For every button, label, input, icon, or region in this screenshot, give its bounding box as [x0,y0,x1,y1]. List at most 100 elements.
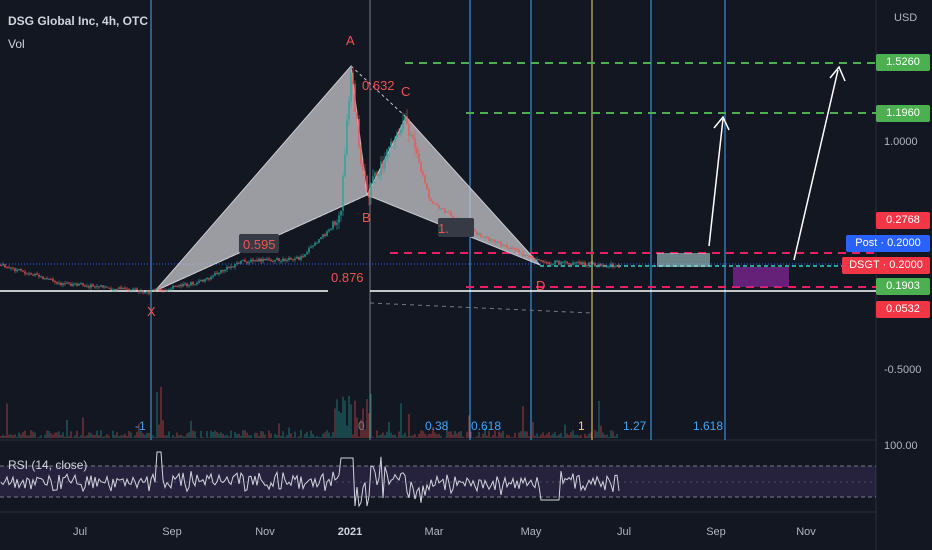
candle-body [208,277,210,280]
volume-bar [284,437,286,438]
candle-body [282,258,284,261]
candle-body [342,176,344,211]
ratio-box-xb [239,234,279,253]
candle-body [160,289,162,291]
candle-body [508,247,510,250]
candle-body [126,288,128,290]
volume-bar [192,430,194,438]
volume-bar [538,436,540,438]
candle-body [482,236,484,238]
price-tag-0532[interactable]: 0.0532 [876,301,930,318]
candle-body [344,154,346,177]
candle-body [444,208,446,213]
candle-body [578,261,580,263]
volume-bar [262,431,264,438]
time-tick: Jul [72,526,88,538]
volume-bar [578,435,580,438]
volume-bar [214,430,216,438]
volume-bar [318,436,320,438]
volume-bar [32,431,34,438]
candle-body [474,229,476,232]
candle-body [220,270,222,273]
candle-body [112,289,114,291]
candle-body [566,261,568,264]
price-tag-dsgt[interactable]: DSGT · 0.2000 [842,257,930,274]
volume-bar [194,431,196,438]
volume-bar [228,436,230,438]
rsi-label[interactable]: RSI (14, close) [8,458,88,472]
candle-body [136,288,138,291]
price-tag-1196[interactable]: 1.1960 [876,105,930,122]
price-tag-1903[interactable]: 0.1903 [876,278,930,295]
volume-bar [92,434,94,438]
volume-bar [394,434,396,438]
candle-body [540,260,542,262]
candle-body [416,147,418,154]
candle-body [214,272,216,276]
chart-title[interactable]: DSG Global Inc, 4h, OTC [8,14,149,28]
volume-bar [12,435,14,438]
volume-bar [230,430,232,438]
candle-body [452,216,454,220]
volume-bar [238,433,240,438]
volume-bar [484,427,486,438]
volume-bar [420,430,422,438]
volume-label[interactable]: Vol [8,37,25,51]
price-tag-post[interactable]: Post · 0.2000 [846,235,930,252]
volume-bar [200,430,202,438]
volume-bar [596,431,598,438]
candle-body [378,174,380,176]
candle-body [414,138,416,148]
candle-body [396,133,398,138]
candle-body [226,266,228,270]
volume-bar [380,434,382,438]
volume-bar [450,431,452,438]
candle-body [320,237,322,240]
candle-body [434,203,436,205]
volume-bar [330,436,332,438]
candle-body [118,287,120,290]
volume-bar [338,411,340,438]
arrow-to-1196[interactable] [708,118,724,247]
candle-body [190,281,192,286]
candle-body [426,183,428,190]
candle-body [224,269,226,272]
candle-body [370,182,372,198]
pattern-xab-triangle[interactable] [154,64,368,292]
arrow-to-1526[interactable] [793,69,839,261]
pattern-bcd-triangle[interactable] [366,116,541,266]
candle-body [70,283,72,286]
price-tag-1526[interactable]: 1.5260 [876,54,930,71]
candle-body [260,258,262,262]
candle-body [56,282,58,284]
volume-bar [278,423,280,438]
fib-label: 1.618 [693,419,724,433]
candle-body [448,211,450,213]
volume-bar [462,436,464,438]
volume-bar [140,431,142,438]
volume-bar [120,435,122,438]
volume-bar [142,433,144,438]
volume-bar [340,412,342,438]
candle-body [100,285,102,287]
volume-bar [148,432,150,438]
volume-bar [608,436,610,438]
volume-bar [500,432,502,438]
volume-bar [78,436,80,438]
volume-bar [474,437,476,438]
volume-bar [208,437,210,438]
candle-body [318,239,320,243]
candle-body [336,222,338,225]
projection-box-purple[interactable] [733,267,789,287]
volume-bar [174,436,176,438]
candle-body [502,245,504,247]
projection-box-teal[interactable] [657,253,710,267]
currency-label[interactable]: USD [894,12,918,24]
candle-body [486,237,488,239]
candle-body [554,260,556,264]
volume-bar [384,435,386,438]
volume-bar [138,423,140,438]
price-tag-2768[interactable]: 0.2768 [876,212,930,229]
price-tick: -0.5000 [884,364,922,376]
